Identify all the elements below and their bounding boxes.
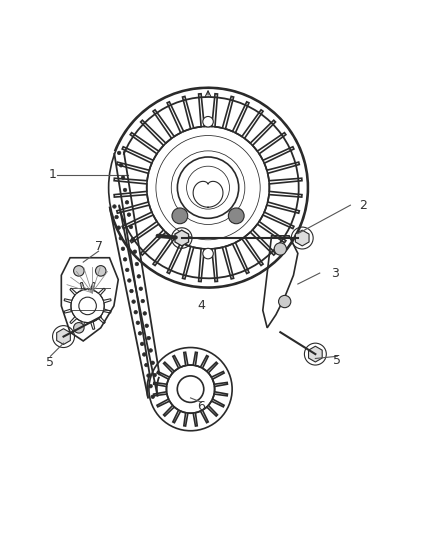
Circle shape xyxy=(117,226,120,229)
Circle shape xyxy=(119,237,123,240)
Circle shape xyxy=(145,324,148,327)
Polygon shape xyxy=(175,230,189,246)
Circle shape xyxy=(203,248,213,259)
Circle shape xyxy=(125,200,129,204)
Circle shape xyxy=(153,374,156,377)
Circle shape xyxy=(136,321,140,325)
Circle shape xyxy=(95,265,106,276)
Circle shape xyxy=(151,395,155,399)
Circle shape xyxy=(74,265,84,276)
Circle shape xyxy=(145,364,148,367)
Circle shape xyxy=(127,213,131,216)
Polygon shape xyxy=(57,329,71,344)
Circle shape xyxy=(130,289,133,293)
Circle shape xyxy=(141,300,145,303)
Circle shape xyxy=(140,342,144,346)
Circle shape xyxy=(115,215,118,219)
Polygon shape xyxy=(308,346,322,362)
Circle shape xyxy=(123,188,127,192)
Circle shape xyxy=(124,257,127,261)
Circle shape xyxy=(147,374,150,377)
Circle shape xyxy=(121,247,125,251)
Circle shape xyxy=(138,332,142,335)
Circle shape xyxy=(74,322,84,333)
Circle shape xyxy=(117,151,121,155)
Circle shape xyxy=(149,349,152,352)
Text: 7: 7 xyxy=(95,240,102,253)
Text: 4: 4 xyxy=(198,300,205,312)
Circle shape xyxy=(131,238,134,241)
Text: 2: 2 xyxy=(359,199,367,212)
Circle shape xyxy=(137,274,141,278)
Text: 1: 1 xyxy=(49,168,57,181)
Polygon shape xyxy=(295,230,309,246)
Circle shape xyxy=(149,384,152,388)
Circle shape xyxy=(203,117,213,127)
Circle shape xyxy=(274,243,286,255)
Circle shape xyxy=(113,205,116,208)
Text: 5: 5 xyxy=(46,357,54,369)
Circle shape xyxy=(129,225,133,229)
Circle shape xyxy=(279,295,291,308)
Circle shape xyxy=(139,287,142,290)
Circle shape xyxy=(133,250,137,253)
Text: 6: 6 xyxy=(198,400,205,413)
Circle shape xyxy=(132,300,135,303)
Circle shape xyxy=(134,310,138,314)
Circle shape xyxy=(127,279,131,282)
Circle shape xyxy=(142,353,146,356)
Circle shape xyxy=(119,164,123,167)
Circle shape xyxy=(172,208,188,224)
Circle shape xyxy=(125,268,129,272)
Circle shape xyxy=(147,336,151,340)
Text: 3: 3 xyxy=(331,266,339,280)
Circle shape xyxy=(228,208,244,224)
Circle shape xyxy=(121,176,125,180)
Circle shape xyxy=(143,312,146,315)
Circle shape xyxy=(151,361,155,365)
Text: 5: 5 xyxy=(333,354,341,367)
Circle shape xyxy=(135,262,138,266)
